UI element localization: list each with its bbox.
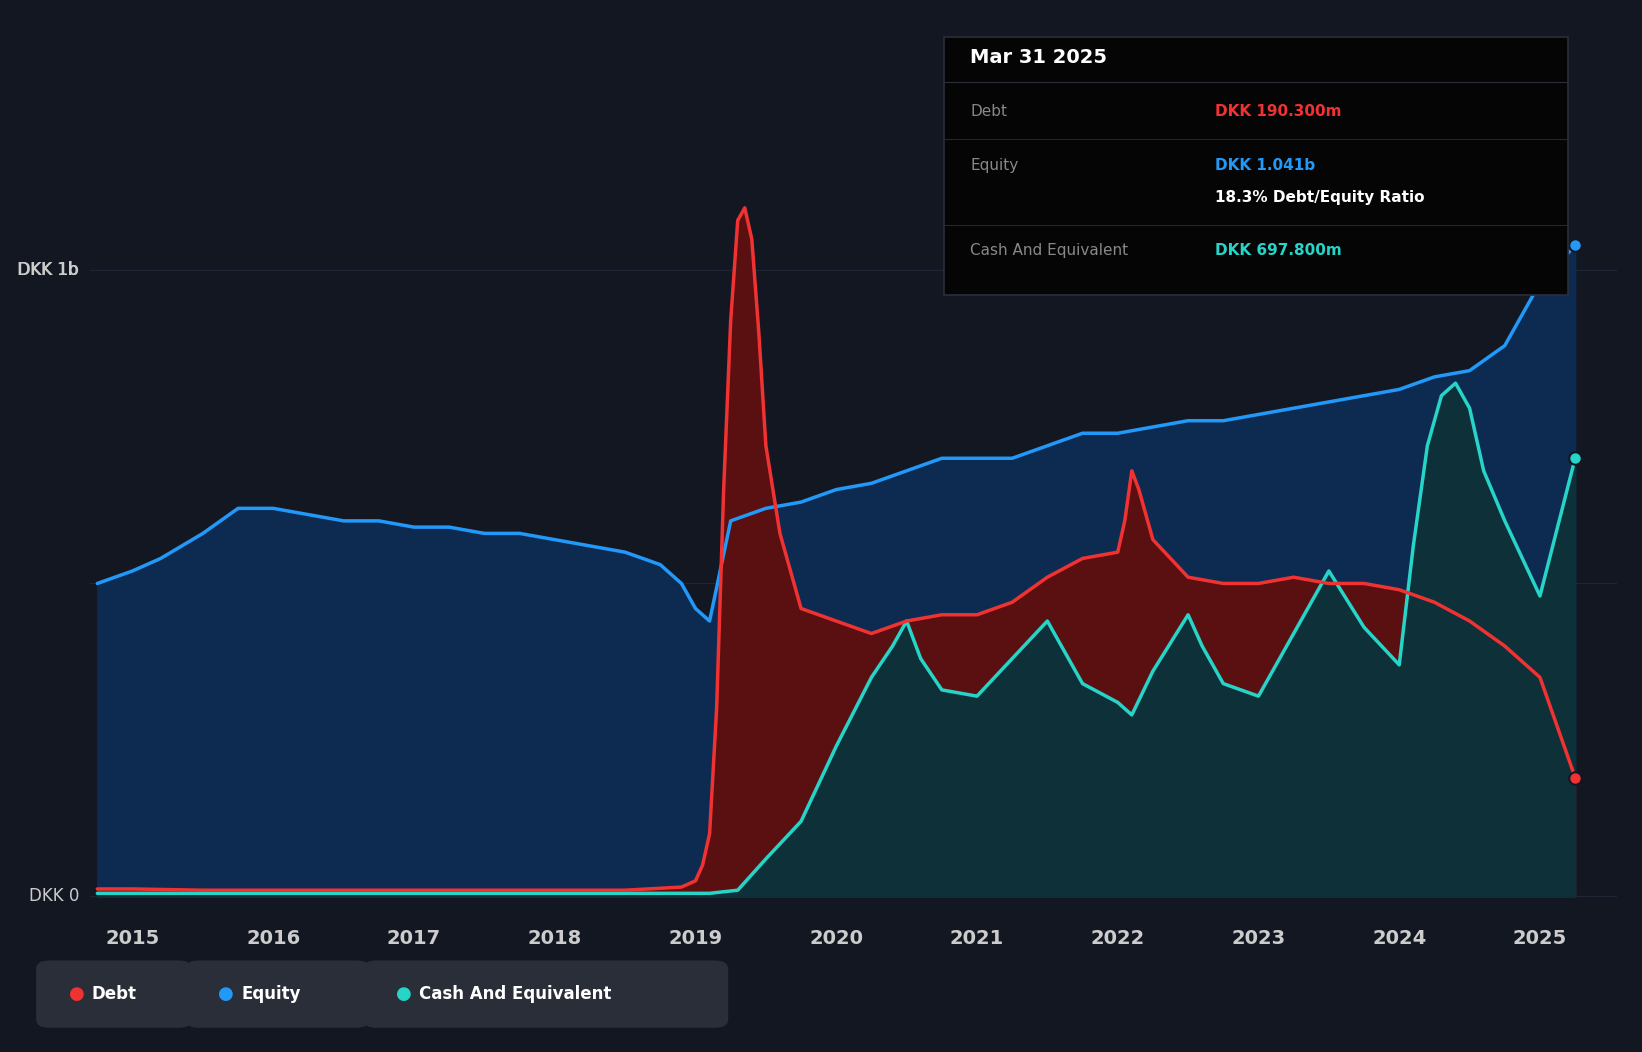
Text: DKK 190.300m: DKK 190.300m <box>1215 104 1342 119</box>
Text: DKK 1b: DKK 1b <box>16 262 79 280</box>
Text: DKK 0: DKK 0 <box>30 888 79 906</box>
Text: ●: ● <box>218 985 235 1004</box>
Text: 18.3% Debt/Equity Ratio: 18.3% Debt/Equity Ratio <box>1215 190 1425 205</box>
Text: ●: ● <box>69 985 85 1004</box>
Text: Cash And Equivalent: Cash And Equivalent <box>419 985 611 1004</box>
Text: Equity: Equity <box>241 985 300 1004</box>
Text: Debt: Debt <box>970 104 1008 119</box>
Text: ●: ● <box>396 985 412 1004</box>
Text: Equity: Equity <box>970 159 1018 174</box>
Text: DKK 1b: DKK 1b <box>18 262 79 280</box>
Text: Cash And Equivalent: Cash And Equivalent <box>970 243 1128 258</box>
Text: DKK 697.800m: DKK 697.800m <box>1215 243 1342 258</box>
Text: Debt: Debt <box>92 985 136 1004</box>
Text: Mar 31 2025: Mar 31 2025 <box>970 48 1107 67</box>
Text: DKK 1.041b: DKK 1.041b <box>1215 159 1315 174</box>
